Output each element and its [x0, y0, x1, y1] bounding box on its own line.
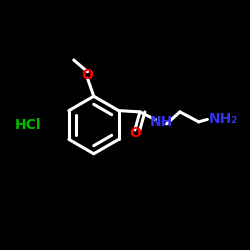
- Text: NH₂: NH₂: [209, 112, 238, 126]
- Text: O: O: [129, 126, 141, 140]
- Text: O: O: [82, 68, 94, 82]
- Text: HCl: HCl: [15, 118, 42, 132]
- Text: NH: NH: [150, 115, 173, 129]
